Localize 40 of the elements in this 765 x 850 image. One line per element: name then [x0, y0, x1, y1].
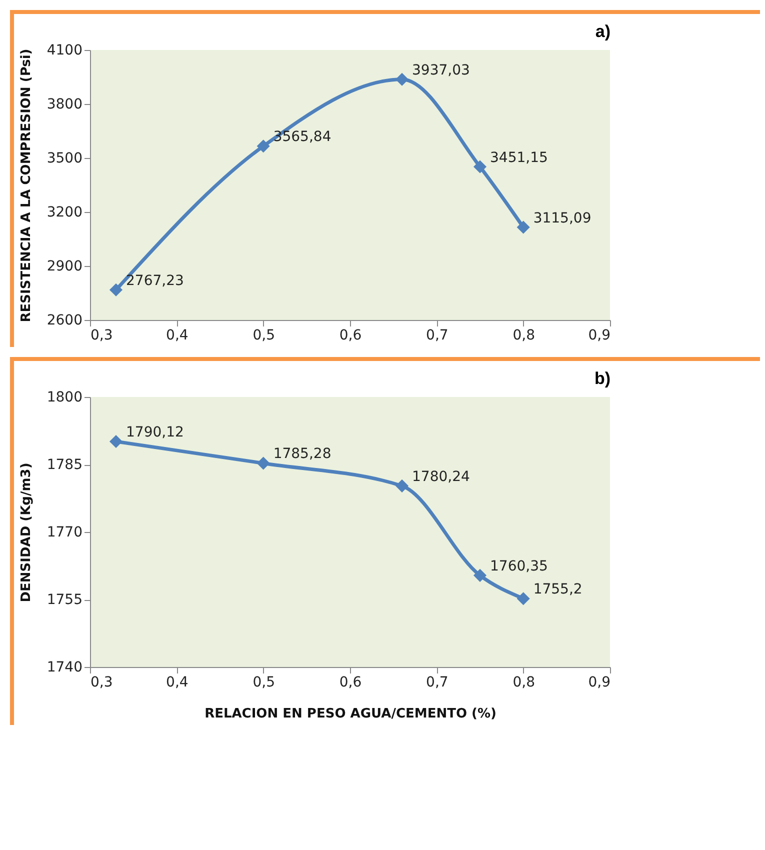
data-label: 3451,15 [490, 150, 548, 166]
x-tick-label: 0,5 [252, 328, 275, 344]
y-tick-label: 3200 [46, 204, 82, 220]
x-tick-label: 0,6 [339, 674, 362, 690]
x-tick-label: 0,4 [166, 328, 188, 344]
x-tick-label: 0,3 [90, 674, 113, 690]
y-tick-label: 1755 [46, 592, 82, 608]
y-tick-label: 4100 [46, 42, 82, 58]
x-tick-label: 0,9 [588, 328, 610, 344]
y-tick-label: 1740 [46, 660, 82, 676]
data-label: 3937,03 [412, 62, 470, 78]
y-tick-label: 2900 [46, 258, 82, 274]
data-label: 1760,35 [490, 558, 548, 574]
x-tick-label: 0,3 [90, 328, 113, 344]
data-label: 1755,2 [533, 582, 582, 598]
y-tick-label: 3800 [46, 96, 82, 112]
data-label: 1790,12 [126, 424, 184, 440]
y-tick-label: 1800 [46, 390, 82, 406]
x-tick-label: 0,5 [252, 674, 275, 690]
x-tick-label: 0,7 [426, 674, 448, 690]
y-tick-label: 3500 [46, 150, 82, 166]
x-tick-label: 0,8 [512, 328, 535, 344]
x-tick-label: 0,9 [588, 674, 610, 690]
y-tick-label: 1770 [46, 524, 82, 540]
data-label: 1785,28 [273, 446, 332, 462]
chart-title: b) [594, 369, 610, 388]
chart-title: a) [595, 22, 610, 41]
x-tick-label: 0,8 [512, 674, 535, 690]
y-axis-title: RESISTENCIA A LA COMPRESION (Psi) [18, 48, 34, 322]
y-tick-label: 1785 [46, 457, 82, 473]
y-axis-title: DENSIDAD (Kg/m3) [18, 462, 34, 602]
data-label: 3115,09 [533, 210, 592, 226]
data-label: 2767,23 [126, 272, 184, 289]
x-tick-label: 0,6 [339, 328, 362, 344]
data-label: 1780,24 [412, 468, 470, 485]
x-tick-label: 0,7 [426, 328, 448, 344]
x-tick-label: 0,4 [166, 674, 188, 690]
data-label: 3565,84 [273, 129, 332, 146]
y-tick-label: 2600 [46, 312, 82, 328]
x-axis-title: RELACION EN PESO AGUA/CEMENTO (%) [204, 706, 496, 722]
